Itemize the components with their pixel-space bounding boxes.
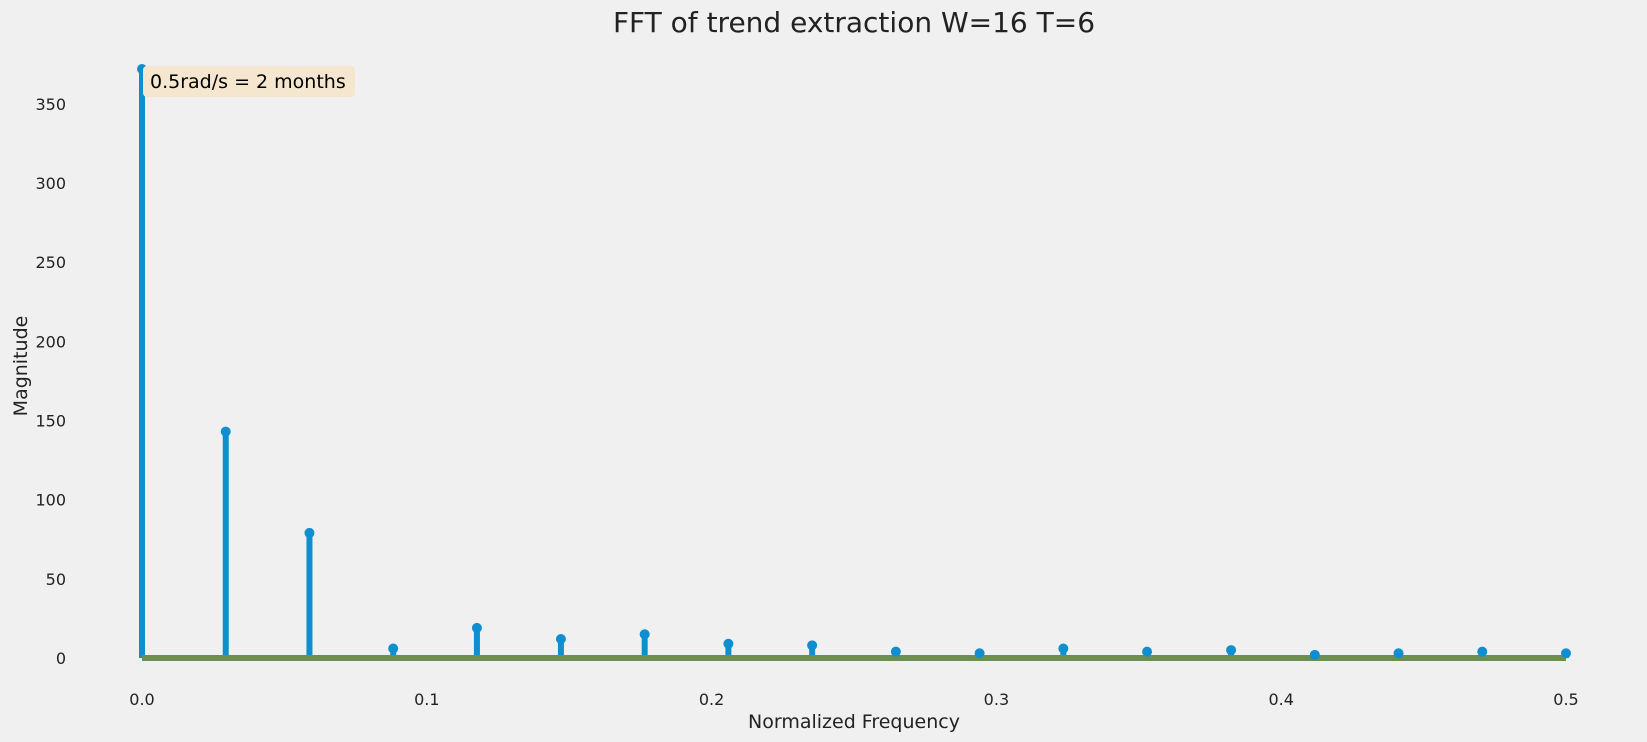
- stem-marker: [1561, 648, 1571, 659]
- annotation-text: 0.5rad/s = 2 months: [150, 71, 346, 93]
- x-tick-label: 0.1: [414, 690, 439, 709]
- y-tick-label: 0: [56, 649, 66, 668]
- x-tick-labels: 0.0 0.1 0.2 0.3 0.4 0.5: [129, 690, 1578, 709]
- stem-marker: [1393, 648, 1404, 659]
- y-tick-label: 200: [35, 332, 66, 351]
- x-tick-label: 0.3: [984, 690, 1009, 709]
- stem-marker: [555, 634, 566, 644]
- stem-marker: [890, 646, 901, 657]
- stem-marker: [723, 638, 734, 649]
- stem-markers: [137, 64, 1571, 660]
- stem-marker: [220, 426, 231, 437]
- x-tick-label: 0.5: [1553, 690, 1578, 709]
- y-tick-label: 350: [35, 95, 66, 114]
- stem-marker: [1226, 645, 1237, 656]
- stem-marker: [1058, 643, 1069, 654]
- stem-marker: [639, 629, 650, 640]
- stem-marker: [807, 640, 818, 651]
- x-tick-label: 0.0: [129, 690, 154, 709]
- chart-title: FFT of trend extraction W=16 T=6: [613, 6, 1095, 39]
- stem-marker: [1309, 649, 1320, 660]
- stem-marker: [974, 648, 985, 659]
- stem-marker: [1477, 646, 1488, 657]
- x-tick-label: 0.4: [1268, 690, 1293, 709]
- stem-marker: [471, 622, 482, 633]
- stem-marker: [1142, 646, 1153, 657]
- annotation-box: 0.5rad/s = 2 months: [143, 66, 355, 97]
- y-axis-label: Magnitude: [10, 316, 32, 417]
- y-tick-label: 150: [35, 412, 66, 431]
- y-tick-labels: 0 50 100 150 200 250 300 350: [35, 95, 66, 668]
- x-axis-label: Normalized Frequency: [748, 711, 960, 733]
- stem-marker: [388, 643, 399, 654]
- annotation-background: [143, 66, 355, 97]
- y-tick-label: 300: [35, 174, 66, 193]
- y-tick-label: 50: [46, 570, 66, 589]
- stem-marker: [304, 527, 315, 538]
- y-tick-label: 100: [35, 491, 66, 510]
- y-tick-label: 250: [35, 253, 66, 272]
- x-tick-label: 0.2: [699, 690, 724, 709]
